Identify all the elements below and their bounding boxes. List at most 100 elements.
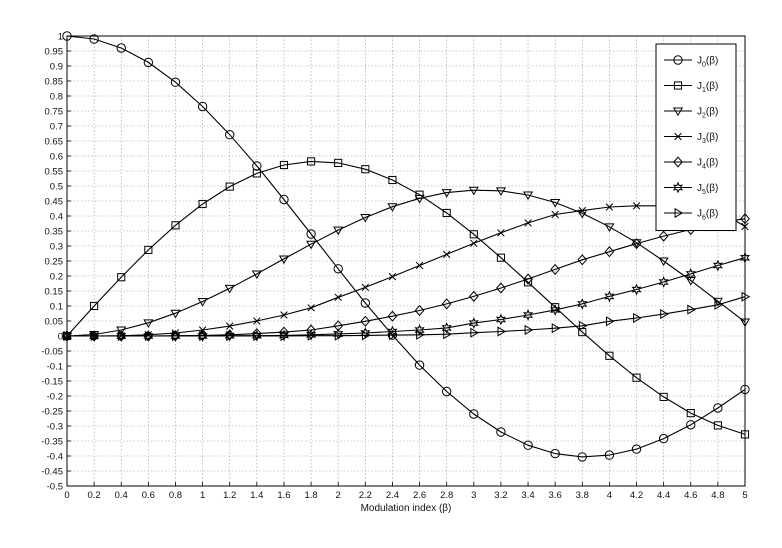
y-tick-label: 0.65: [45, 136, 64, 147]
data-point-j5: [604, 290, 615, 303]
data-point-j2: [604, 223, 615, 232]
data-point-j0: [197, 101, 208, 112]
legend-label: J0(β): [697, 56, 718, 69]
data-point-j5: [116, 330, 127, 342]
data-point-j2: [495, 187, 506, 196]
data-point-j6: [361, 330, 371, 341]
data-point-j6: [63, 330, 73, 342]
data-point-j4: [360, 315, 371, 327]
series-line-j6: [67, 296, 746, 337]
y-tick-label: 0.15: [45, 286, 64, 297]
data-point-j5: [658, 276, 669, 288]
grid: [67, 36, 745, 486]
x-tick-label: 4: [607, 490, 612, 501]
data-point-j3: [605, 203, 614, 211]
data-point-j4: [496, 282, 506, 294]
data-point-j2: [658, 257, 669, 267]
x-tick-label: 5: [742, 490, 747, 501]
x-tick-label: 0.2: [88, 490, 101, 501]
data-point-j0: [89, 34, 99, 44]
data-point-j1: [496, 253, 505, 262]
data-point-j2: [116, 326, 127, 336]
data-point-j1: [713, 421, 722, 430]
data-point-j6: [605, 316, 615, 327]
data-point-j1: [659, 392, 668, 401]
x-tick-label: 4.2: [630, 490, 643, 501]
data-point-j0: [225, 130, 235, 140]
data-point-j5: [278, 329, 290, 342]
data-point-j2: [468, 186, 479, 196]
y-tick-label: -0.2: [47, 391, 63, 402]
x-tick-label: 3: [471, 490, 476, 501]
x-tick-label: 1: [200, 490, 205, 501]
data-point-j2: [224, 284, 235, 294]
data-point-j6: [253, 330, 263, 342]
y-tick-label: -0.15: [41, 376, 63, 387]
data-point-j5: [306, 328, 317, 341]
x-axis-ticks: 0 0.2 0.4 0.6 0.8 1 1.2 1.4 1.6 1.8 2 2.2 2.4 2.6 2.8 3…: [64, 482, 748, 501]
data-point-j5: [468, 317, 479, 329]
y-tick-label: 0.85: [45, 76, 64, 87]
data-point-j2: [306, 240, 317, 250]
series-j3: [63, 202, 749, 340]
legend-marker: [673, 156, 683, 168]
data-point-j6: [280, 330, 290, 342]
data-point-j2: [441, 189, 452, 198]
data-point-j6: [741, 291, 751, 302]
x-tick-label: 2.8: [440, 490, 453, 501]
data-point-j0: [523, 440, 533, 450]
series-layer: [61, 31, 751, 462]
series-line-j0: [66, 35, 746, 458]
y-tick-label: 0.45: [45, 196, 64, 207]
legend-label: J2(β): [697, 107, 718, 120]
series-j4: [62, 213, 750, 342]
legend-entry-j6: J6(β): [664, 207, 718, 222]
data-point-j6: [334, 330, 344, 341]
legend-entry-j0: J0(β): [664, 55, 718, 69]
data-point-j3: [415, 261, 424, 270]
data-point-j4: [441, 298, 452, 310]
y-tick-label: 0.35: [45, 226, 64, 237]
data-point-j6: [416, 329, 425, 340]
data-point-j0: [360, 298, 371, 308]
series-line-j2: [66, 189, 746, 337]
data-point-j6: [199, 330, 208, 342]
data-point-j0: [279, 194, 289, 205]
data-point-j0: [469, 409, 479, 419]
data-point-j2: [143, 319, 154, 328]
data-point-j3: [442, 250, 451, 259]
legend-entry-j4: J4(β): [664, 156, 718, 171]
legend-marker: [672, 107, 684, 117]
x-tick-label: 3.4: [521, 490, 534, 501]
data-point-j1: [388, 175, 397, 185]
legend-entry-j5: J5(β): [664, 181, 718, 196]
data-point-j2: [278, 255, 290, 265]
data-point-j1: [198, 199, 207, 209]
data-point-j6: [633, 312, 642, 324]
data-point-j1: [117, 273, 126, 282]
data-point-j3: [253, 317, 261, 325]
data-point-j0: [333, 264, 343, 274]
y-tick-label: -0.4: [47, 451, 63, 462]
data-point-j3: [226, 322, 234, 330]
data-point-j1: [279, 160, 289, 170]
y-tick-label: 1: [58, 31, 63, 42]
data-point-j6: [307, 330, 317, 341]
data-point-j0: [496, 427, 506, 437]
x-tick-label: 4.4: [657, 490, 670, 501]
data-point-j5: [89, 330, 100, 342]
data-point-j3: [497, 229, 505, 237]
data-point-j4: [279, 326, 289, 338]
x-tick-label: 2.6: [413, 490, 426, 501]
legend-label: J1(β): [697, 81, 718, 94]
series-line-j3: [67, 205, 746, 337]
data-point-j3: [307, 304, 315, 312]
data-point-j3: [334, 293, 342, 302]
x-tick-label: 3.8: [576, 490, 589, 501]
series-j2: [61, 186, 751, 342]
legend-entry-j3: J3(β): [664, 132, 718, 145]
legend-marker: [672, 181, 684, 194]
y-tick-label: -0.1: [47, 361, 63, 372]
y-tick-label: 0.1: [50, 301, 63, 312]
